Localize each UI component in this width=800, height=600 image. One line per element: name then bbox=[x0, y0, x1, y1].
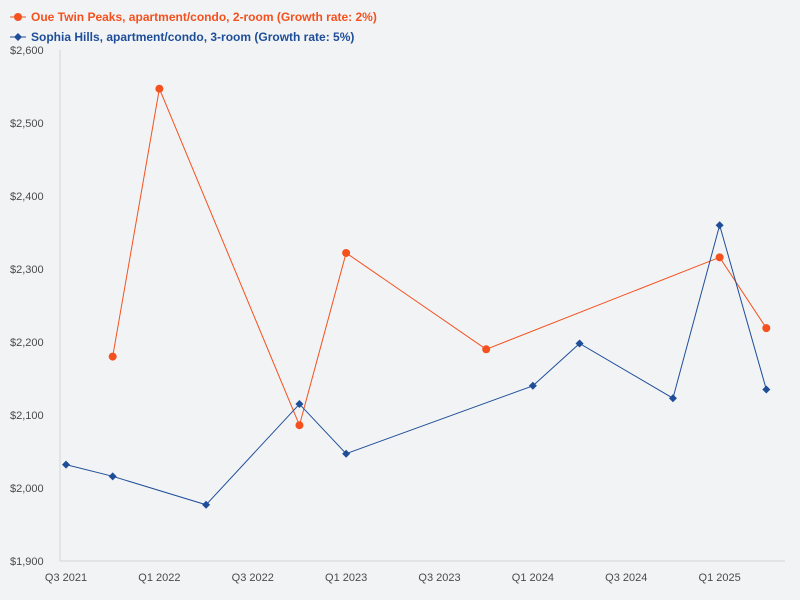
series-layer bbox=[62, 84, 771, 509]
legend-entry: Sophia Hills, apartment/condo, 3-room (G… bbox=[10, 30, 354, 44]
data-point bbox=[575, 339, 584, 348]
x-tick-label: Q3 2021 bbox=[45, 572, 87, 584]
series-line bbox=[65, 223, 767, 506]
data-point bbox=[528, 381, 537, 390]
data-point bbox=[155, 84, 164, 93]
data-point bbox=[342, 248, 351, 257]
y-tick-label: $1,900 bbox=[10, 556, 44, 568]
y-tick-label: $2,000 bbox=[10, 483, 44, 495]
y-tick-label: $2,200 bbox=[10, 337, 44, 349]
data-point bbox=[762, 324, 771, 333]
legend-label: Sophia Hills, apartment/condo, 3-room (G… bbox=[31, 30, 354, 44]
legend: Oue Twin Peaks, apartment/condo, 2-room … bbox=[10, 10, 377, 44]
data-point bbox=[342, 449, 351, 458]
axes: $1,900 $2,000 $2,100 $2,200 $2,300 $2,400 $2,5… bbox=[10, 45, 785, 584]
series-2 bbox=[62, 221, 771, 509]
legend-marker bbox=[14, 13, 22, 21]
x-tick-label: Q1 2025 bbox=[699, 572, 741, 584]
x-tick-label: Q1 2022 bbox=[138, 572, 180, 584]
y-tick-label: $2,100 bbox=[10, 410, 44, 422]
data-point bbox=[108, 352, 117, 361]
series-1 bbox=[108, 84, 771, 430]
y-tick-label: $2,600 bbox=[10, 45, 44, 57]
data-point bbox=[668, 394, 677, 403]
y-tick-label: $2,400 bbox=[10, 191, 44, 203]
data-point bbox=[715, 221, 724, 230]
legend-label: Oue Twin Peaks, apartment/condo, 2-room … bbox=[31, 10, 377, 24]
x-tick-label: Q3 2024 bbox=[605, 572, 647, 584]
data-point bbox=[202, 500, 211, 509]
x-tick-label: Q1 2024 bbox=[512, 572, 554, 584]
x-tick-label: Q3 2023 bbox=[418, 572, 460, 584]
x-tick-label: Q1 2023 bbox=[325, 572, 367, 584]
data-point bbox=[108, 472, 117, 481]
legend-entry: Oue Twin Peaks, apartment/condo, 2-room … bbox=[10, 10, 377, 24]
legend-marker bbox=[14, 33, 22, 41]
y-tick-label: $2,300 bbox=[10, 264, 44, 276]
data-point bbox=[762, 385, 771, 394]
series-line bbox=[112, 86, 767, 427]
data-point bbox=[295, 400, 304, 409]
data-point bbox=[62, 460, 70, 469]
data-point bbox=[715, 253, 724, 262]
y-tick-label: $2,500 bbox=[10, 118, 44, 130]
x-tick-label: Q3 2022 bbox=[232, 572, 274, 584]
data-point bbox=[295, 421, 304, 430]
data-point bbox=[482, 345, 491, 354]
